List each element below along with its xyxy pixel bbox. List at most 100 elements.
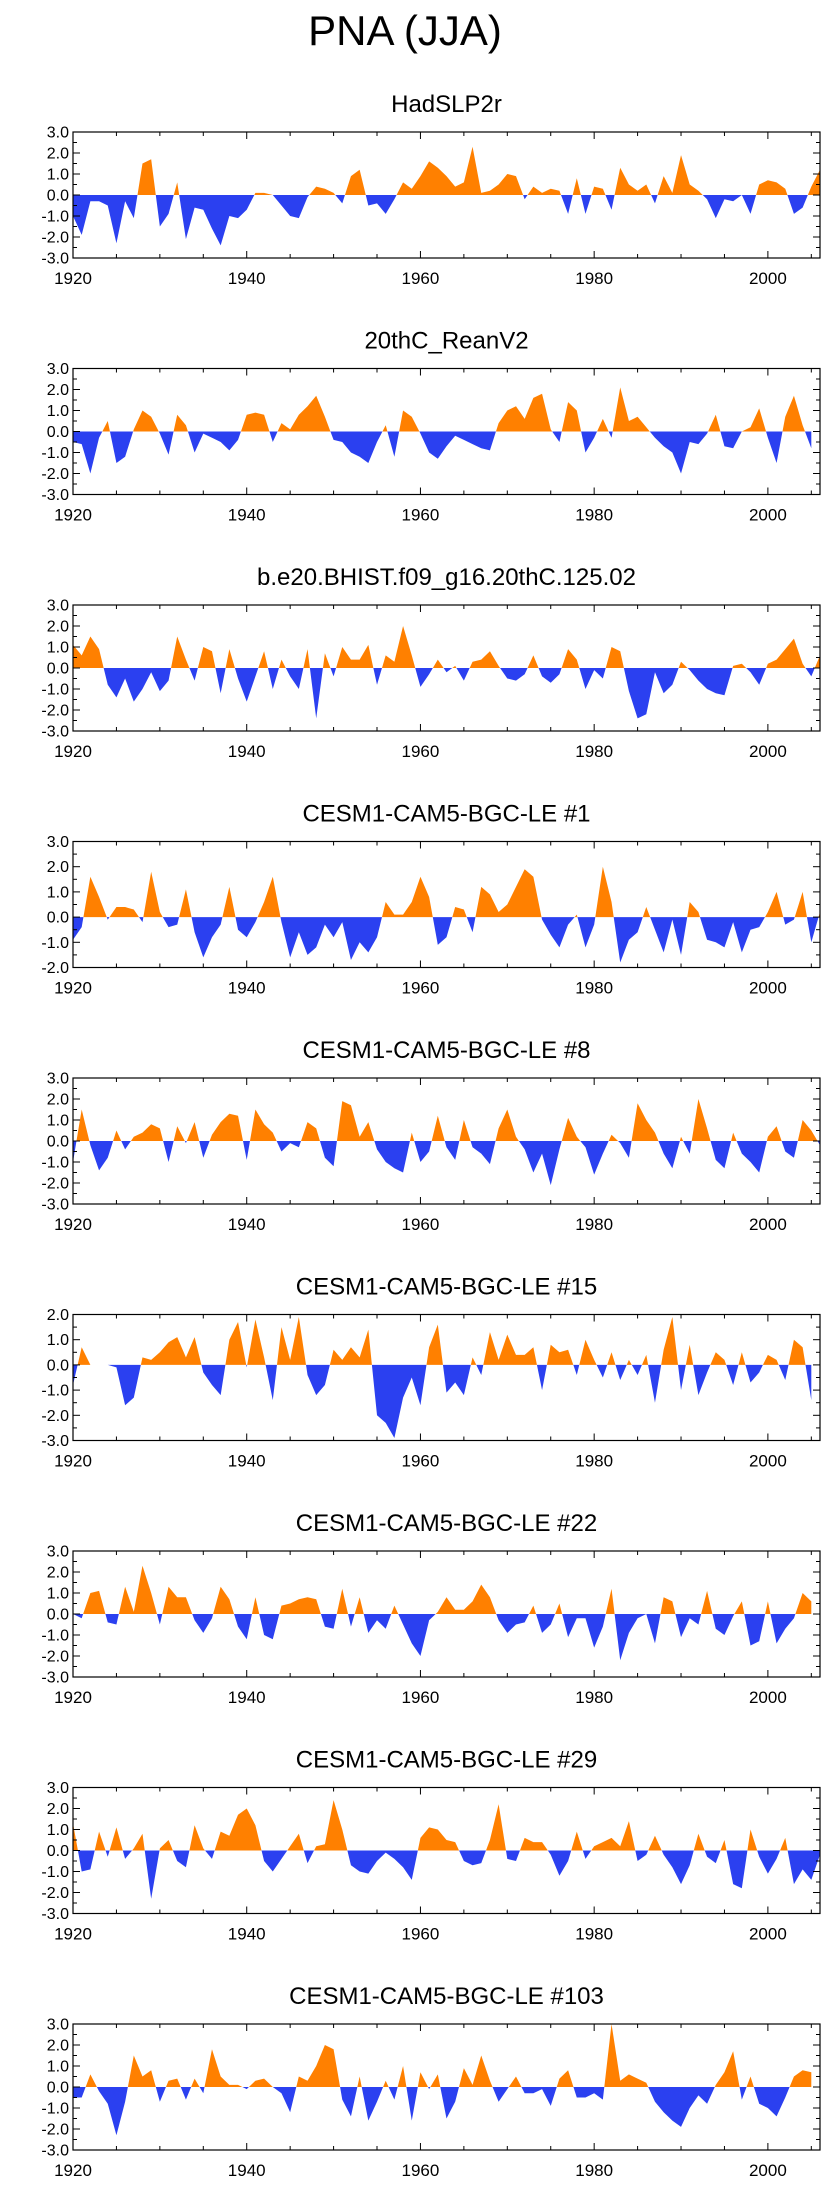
chart-panel: b.e20.BHIST.f09_g16.20thC.125.02 3.0 2.0 1.… (41, 564, 821, 761)
x-tick-label: 1940 (228, 2161, 266, 2180)
negative-area (73, 1141, 820, 1186)
x-tick-label: 1920 (54, 269, 92, 288)
y-tick-label: -1.0 (41, 445, 69, 462)
y-tick-label: 1.0 (47, 640, 69, 657)
x-tick-label: 1960 (402, 269, 440, 288)
negative-area (73, 1614, 812, 1661)
x-tick-label: 1940 (228, 1215, 266, 1234)
page-title: PNA (JJA) (308, 7, 502, 54)
x-tick-label: 1940 (228, 1925, 266, 1944)
x-tick-label: 2000 (749, 1688, 787, 1707)
negative-area (73, 917, 820, 963)
x-tick-label: 1960 (402, 1925, 440, 1944)
y-tick-label: -1.0 (41, 209, 69, 226)
y-tick-label: -1.0 (41, 2101, 69, 2118)
x-tick-label: 1980 (575, 1925, 613, 1944)
y-tick-label: 0.0 (47, 661, 69, 678)
positive-area (73, 146, 820, 195)
chart-title: HadSLP2r (391, 91, 502, 118)
y-tick-label: -3.0 (41, 251, 69, 268)
chart-panel: CESM1-CAM5-BGC-LE #1 3.0 2.0 1.0 0.0 -1.0 -2.0… (41, 801, 821, 998)
y-tick-label: 3.0 (47, 361, 69, 378)
x-tick-label: 1920 (54, 1688, 92, 1707)
y-tick-label: -3.0 (41, 1197, 69, 1214)
y-tick-label: -2.0 (41, 703, 69, 720)
chart-title: b.e20.BHIST.f09_g16.20thC.125.02 (257, 564, 636, 591)
positive-area (73, 626, 820, 668)
x-tick-label: 1940 (228, 1452, 266, 1471)
y-tick-label: 3.0 (47, 2017, 69, 2034)
x-tick-label: 1940 (228, 506, 266, 525)
y-tick-label: 2.0 (47, 1307, 69, 1324)
x-tick-label: 1980 (575, 1452, 613, 1471)
y-tick-label: -2.0 (41, 1885, 69, 1902)
x-tick-label: 1980 (575, 742, 613, 761)
y-tick-label: 2.0 (47, 619, 69, 636)
y-tick-label: -2.0 (41, 1408, 69, 1425)
chart-title: CESM1-CAM5-BGC-LE #29 (296, 1747, 597, 1774)
x-tick-label: 1920 (54, 979, 92, 998)
y-tick-label: -2.0 (41, 960, 69, 977)
x-tick-label: 1960 (402, 1452, 440, 1471)
y-tick-label: 0.0 (47, 1607, 69, 1624)
x-tick-label: 1920 (54, 1925, 92, 1944)
positive-area (73, 2024, 812, 2087)
x-tick-label: 2000 (749, 269, 787, 288)
chart-title: CESM1-CAM5-BGC-LE #1 (302, 801, 590, 828)
y-tick-label: 2.0 (47, 1092, 69, 1109)
y-tick-label: 2.0 (47, 1565, 69, 1582)
y-tick-label: -1.0 (41, 935, 69, 952)
x-tick-label: 1960 (402, 1688, 440, 1707)
y-tick-label: -3.0 (41, 724, 69, 741)
x-tick-label: 1980 (575, 1215, 613, 1234)
y-tick-label: -2.0 (41, 2122, 69, 2139)
y-tick-label: 1.0 (47, 1332, 69, 1349)
y-tick-label: 0.0 (47, 1843, 69, 1860)
negative-area (73, 668, 820, 719)
chart-title: CESM1-CAM5-BGC-LE #8 (302, 1037, 590, 1064)
negative-area (73, 2087, 812, 2136)
x-tick-label: 1980 (575, 979, 613, 998)
chart-panel: CESM1-CAM5-BGC-LE #15 2.0 1.0 0.0 -1.0 -2.0 -3… (41, 1274, 821, 1471)
positive-area (73, 1317, 812, 1365)
chart-title: 20thC_ReanV2 (364, 328, 528, 355)
chart-title: CESM1-CAM5-BGC-LE #103 (289, 1983, 604, 2010)
y-tick-label: 0.0 (47, 1134, 69, 1151)
y-tick-label: 1.0 (47, 1113, 69, 1130)
x-tick-label: 1920 (54, 506, 92, 525)
x-tick-label: 1920 (54, 1452, 92, 1471)
y-tick-label: -2.0 (41, 230, 69, 247)
chart-panel: CESM1-CAM5-BGC-LE #8 3.0 2.0 1.0 0.0 -1.0 -2.0… (41, 1037, 821, 1234)
y-tick-label: -2.0 (41, 1649, 69, 1666)
x-tick-label: 1960 (402, 742, 440, 761)
y-tick-label: -3.0 (41, 1670, 69, 1687)
y-tick-label: 3.0 (47, 1544, 69, 1561)
y-tick-label: 1.0 (47, 2059, 69, 2076)
y-tick-label: 3.0 (47, 834, 69, 851)
x-tick-label: 1940 (228, 979, 266, 998)
positive-area (73, 1800, 820, 1851)
y-tick-label: 0.0 (47, 1357, 69, 1374)
y-tick-label: -1.0 (41, 1628, 69, 1645)
y-tick-label: 0.0 (47, 910, 69, 927)
y-tick-label: 1.0 (47, 403, 69, 420)
x-tick-label: 1960 (402, 1215, 440, 1234)
x-tick-label: 2000 (749, 1452, 787, 1471)
chart-panel: CESM1-CAM5-BGC-LE #29 3.0 2.0 1.0 0.0 -1.0 -2.… (41, 1747, 821, 1944)
y-tick-label: 0.0 (47, 424, 69, 441)
y-tick-label: 0.0 (47, 188, 69, 205)
y-tick-label: -2.0 (41, 466, 69, 483)
positive-area (73, 866, 820, 918)
x-tick-label: 2000 (749, 1925, 787, 1944)
y-tick-label: 3.0 (47, 1071, 69, 1088)
y-tick-label: -1.0 (41, 1383, 69, 1400)
x-tick-label: 2000 (749, 1215, 787, 1234)
y-tick-label: 3.0 (47, 1780, 69, 1797)
x-tick-label: 1960 (402, 2161, 440, 2180)
y-tick-label: 0.0 (47, 2080, 69, 2097)
x-tick-label: 1940 (228, 269, 266, 288)
y-tick-label: 2.0 (47, 2038, 69, 2055)
positive-area (73, 1099, 820, 1141)
